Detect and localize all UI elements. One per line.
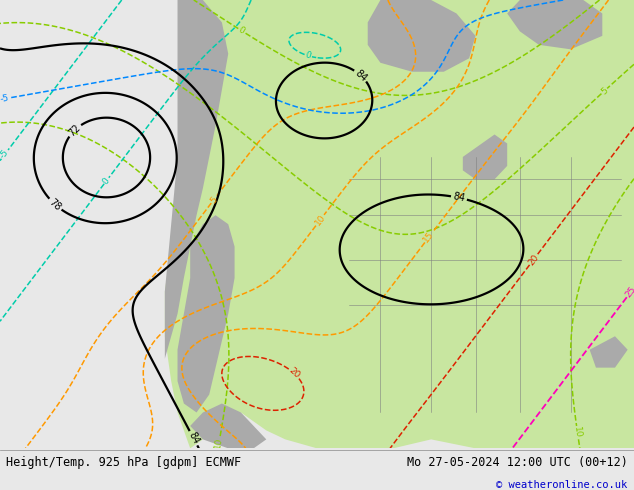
Text: 10: 10 <box>573 426 583 439</box>
Polygon shape <box>463 135 507 179</box>
Text: 0: 0 <box>101 176 112 186</box>
Polygon shape <box>590 336 628 368</box>
Text: 84: 84 <box>353 68 368 83</box>
Polygon shape <box>165 0 228 359</box>
Polygon shape <box>165 0 634 448</box>
Text: 0: 0 <box>304 50 313 61</box>
Text: 84: 84 <box>452 192 466 204</box>
Text: © weatheronline.co.uk: © weatheronline.co.uk <box>496 480 628 490</box>
Polygon shape <box>507 0 602 49</box>
Text: 15: 15 <box>422 230 436 245</box>
Text: 78: 78 <box>47 196 63 212</box>
Text: 10: 10 <box>214 436 224 449</box>
Text: 20: 20 <box>287 366 301 380</box>
Text: -5: -5 <box>0 148 11 161</box>
Text: 5: 5 <box>209 195 219 205</box>
Text: Mo 27-05-2024 12:00 UTC (00+12): Mo 27-05-2024 12:00 UTC (00+12) <box>407 456 628 469</box>
Text: -5: -5 <box>0 94 10 104</box>
Text: 5: 5 <box>599 86 609 96</box>
Text: 20: 20 <box>527 252 541 267</box>
Text: Height/Temp. 925 hPa [gdpm] ECMWF: Height/Temp. 925 hPa [gdpm] ECMWF <box>6 456 242 469</box>
Polygon shape <box>368 0 476 72</box>
Text: 84: 84 <box>186 431 201 446</box>
Text: 0: 0 <box>236 25 247 36</box>
Text: 10: 10 <box>313 213 327 227</box>
Polygon shape <box>178 215 235 413</box>
Text: 25: 25 <box>624 285 634 299</box>
Text: 72: 72 <box>67 122 82 138</box>
Polygon shape <box>190 404 266 448</box>
